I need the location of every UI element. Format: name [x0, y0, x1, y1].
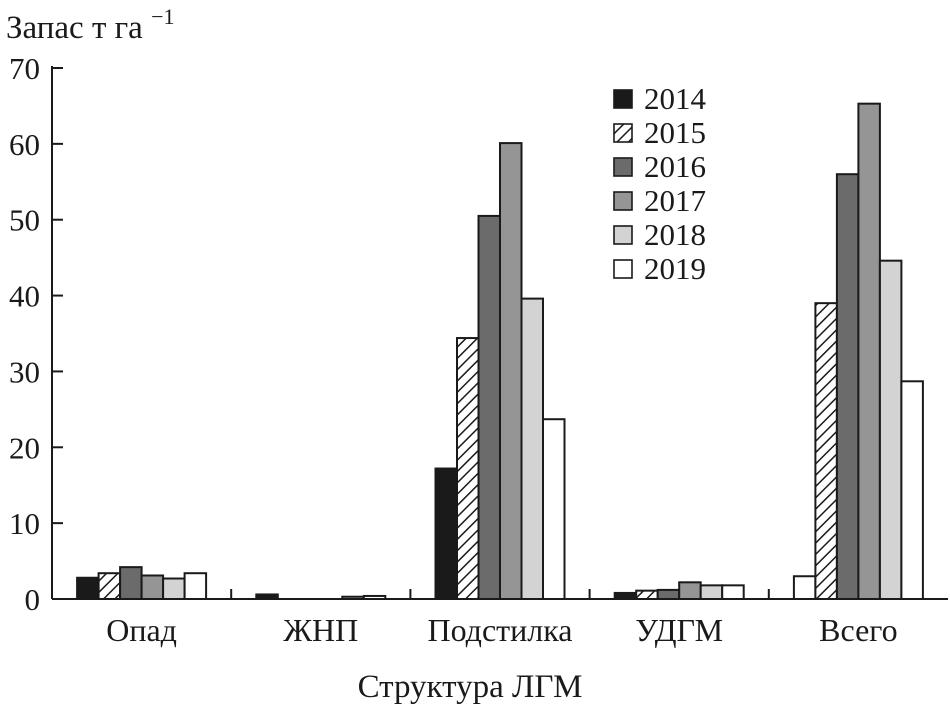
x-axis-title: Структура ЛГМ: [358, 669, 583, 705]
bar-2018: [878, 259, 903, 600]
x-tick-label: Подстилка: [427, 612, 572, 648]
legend-label: 2016: [644, 149, 706, 184]
bar-2018: [162, 577, 186, 600]
y-tick-label: 50: [9, 203, 40, 238]
bar-2016: [835, 173, 860, 600]
y-tick-label: 70: [9, 51, 40, 86]
y-tick-label: 0: [25, 582, 41, 617]
y-axis-title: Запас т га −1: [6, 4, 174, 46]
x-tick-label: ЖНП: [283, 612, 358, 648]
y-axis-title-text: Запас т га: [6, 10, 143, 46]
bar-extra: [792, 575, 817, 601]
bar-2015: [635, 589, 659, 600]
bar-2017: [857, 102, 881, 600]
bar-2016: [477, 214, 501, 601]
bar-2019: [183, 572, 208, 600]
legend-swatch: [613, 89, 633, 109]
legend-label: 2014: [644, 81, 707, 116]
x-tick-label: Всего: [819, 612, 897, 648]
bar-2015: [814, 302, 838, 600]
y-tick-label: 20: [9, 430, 40, 465]
bar-2018: [699, 584, 724, 600]
bar-2014: [76, 576, 100, 601]
legend-label: 2018: [644, 217, 706, 252]
y-axis-title-superscript: −1: [151, 4, 174, 29]
y-tick-label: 40: [9, 279, 40, 314]
bar-2019: [542, 418, 566, 600]
bar-2015: [456, 337, 480, 600]
bar-2018: [341, 595, 365, 601]
bar-2016: [656, 588, 681, 601]
bar-2014: [434, 467, 458, 601]
legend-swatch: [613, 225, 633, 245]
x-tick-label: УДГМ: [635, 612, 723, 648]
y-tick-label: 60: [9, 127, 40, 162]
legend-swatch: [613, 157, 633, 177]
y-tick-label: 10: [9, 506, 40, 541]
bar-2017: [678, 581, 702, 600]
legend-swatch: [613, 259, 633, 279]
axes: 0 10 20 30 40 50 60 70 Опад ЖНП Подстилка УДГМ Всего: [9, 51, 948, 648]
bar-2019: [721, 584, 745, 600]
bar-2019: [362, 594, 387, 600]
bar-2018: [520, 297, 544, 600]
bar-2017: [499, 142, 523, 600]
legend-label: 2019: [644, 251, 706, 286]
bar-2014: [613, 591, 638, 601]
legend-swatch: [613, 123, 633, 143]
bar-2014: [255, 593, 279, 600]
legend-label: 2015: [644, 115, 706, 150]
svg-text:Запас т га −1: Запас т га −1: [6, 4, 174, 46]
bar-2019: [900, 380, 924, 601]
bar-2016: [119, 566, 143, 601]
bar-2015: [97, 572, 122, 600]
legend-swatch: [613, 191, 633, 211]
bar-2017: [140, 574, 165, 601]
bars: [76, 102, 924, 601]
y-tick-label: 30: [9, 354, 40, 389]
x-tick-label: Опад: [106, 612, 177, 648]
legend-label: 2017: [644, 183, 706, 218]
